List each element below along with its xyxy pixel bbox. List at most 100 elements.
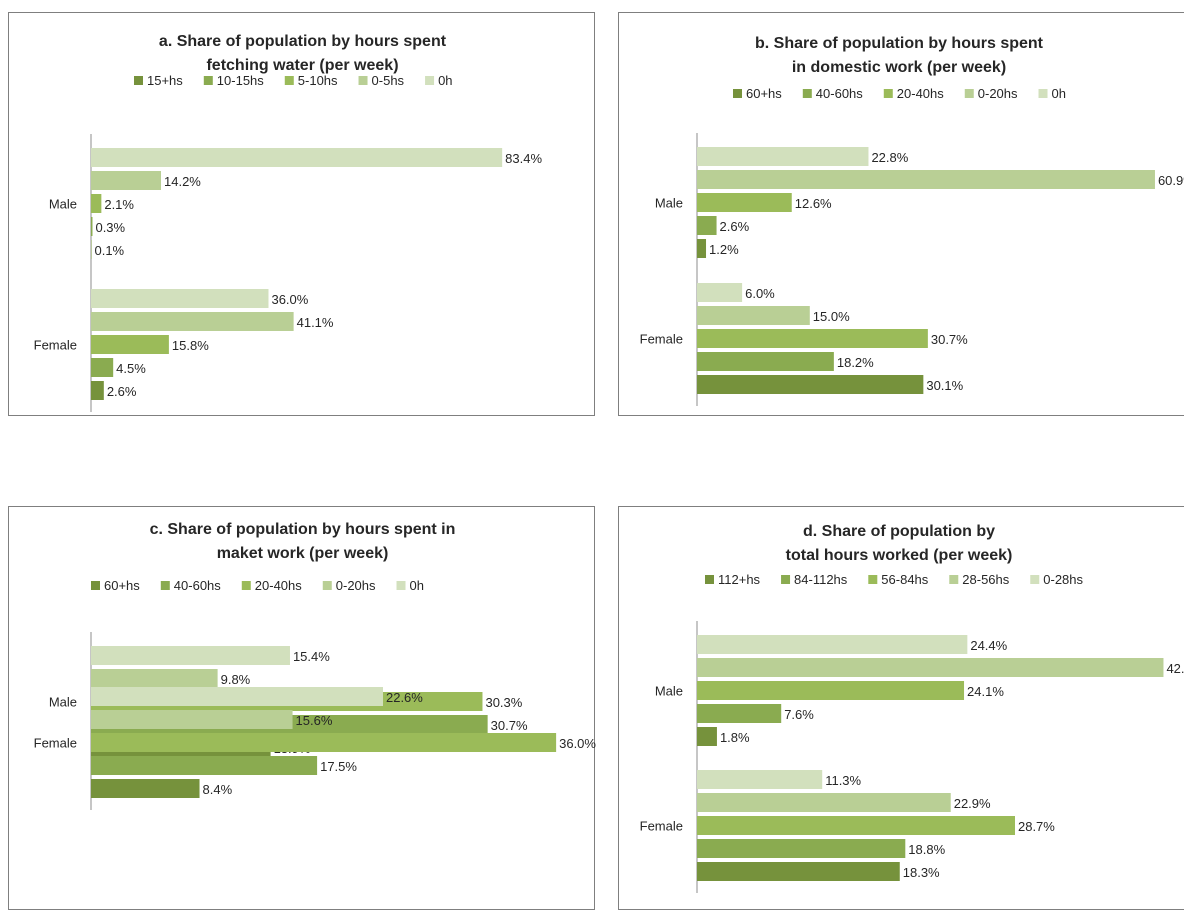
legend-entry-0h: 0h <box>1052 86 1066 101</box>
bar-male-40-60hs <box>697 216 717 235</box>
legend-entry-15+hs: 15+hs <box>147 73 183 88</box>
bar-female-40-60hs <box>91 756 317 775</box>
legend-entry-0-20hs: 0-20hs <box>336 578 376 593</box>
bar-female-0-20hs <box>697 306 810 325</box>
data-label-female-10-15hs: 4.5% <box>116 361 146 376</box>
data-label-male-0h: 83.4% <box>505 151 542 166</box>
legend-swatch-56-84hs <box>868 575 877 584</box>
bar-male-60+hs <box>697 239 706 258</box>
data-label-female-60+hs: 8.4% <box>203 782 233 797</box>
bar-female-112+hs <box>697 862 900 881</box>
bar-female-0h <box>91 289 268 308</box>
bar-male-20-40hs <box>697 193 792 212</box>
bar-female-60+hs <box>697 375 923 394</box>
data-label-male-5-10hs: 2.1% <box>104 197 134 212</box>
data-label-female-40-60hs: 18.2% <box>837 355 874 370</box>
bar-female-20-40hs <box>697 329 928 348</box>
data-label-female-20-40hs: 36.0% <box>559 736 596 751</box>
bar-male-0h <box>697 147 868 166</box>
legend-swatch-10-15hs <box>204 76 213 85</box>
chart-a: a. Share of population by hours spentfet… <box>9 13 596 417</box>
bar-male-112+hs <box>697 727 717 746</box>
category-label-male: Male <box>49 695 77 710</box>
bar-male-0-28hs <box>697 635 967 654</box>
legend-swatch-40-60hs <box>803 89 812 98</box>
chart-title-line-2: maket work (per week) <box>217 545 389 562</box>
bar-female-0h <box>697 283 742 302</box>
legend-entry-20-40hs: 20-40hs <box>255 578 302 593</box>
data-label-male-40-60hs: 2.6% <box>720 219 750 234</box>
legend-swatch-112+hs <box>705 575 714 584</box>
data-label-male-0-20hs: 9.8% <box>221 672 251 687</box>
legend-swatch-0-28hs <box>1030 575 1039 584</box>
category-label-female: Female <box>640 332 683 347</box>
legend-entry-20-40hs: 20-40hs <box>897 86 944 101</box>
chart-title-line-2: in domestic work (per week) <box>792 59 1006 76</box>
data-label-female-40-60hs: 17.5% <box>320 759 357 774</box>
bar-female-84-112hs <box>697 839 905 858</box>
legend-entry-40-60hs: 40-60hs <box>816 86 863 101</box>
bar-female-40-60hs <box>697 352 834 371</box>
data-label-female-5-10hs: 15.8% <box>172 338 209 353</box>
bar-male-0-20hs <box>697 170 1155 189</box>
bar-male-5-10hs <box>91 194 101 213</box>
legend-entry-28-56hs: 28-56hs <box>962 572 1009 587</box>
bar-female-0-20hs <box>91 710 293 729</box>
data-label-female-0h: 6.0% <box>745 286 775 301</box>
chart-title-line-1: a. Share of population by hours spent <box>159 33 447 50</box>
data-label-male-15+hs: 0.1% <box>94 243 124 258</box>
data-label-male-20-40hs: 30.3% <box>485 695 522 710</box>
legend-swatch-40-60hs <box>161 581 170 590</box>
data-label-male-0-5hs: 14.2% <box>164 174 201 189</box>
chart-title-line-1: b. Share of population by hours spent <box>755 35 1044 52</box>
data-label-female-112+hs: 18.3% <box>903 865 940 880</box>
bar-male-0-20hs <box>91 669 218 688</box>
legend-swatch-5-10hs <box>285 76 294 85</box>
legend-swatch-0h <box>1039 89 1048 98</box>
data-label-male-40-60hs: 30.7% <box>491 718 528 733</box>
bar-male-0h <box>91 646 290 665</box>
category-label-female: Female <box>34 338 77 353</box>
chart-b: b. Share of population by hours spent in … <box>619 13 1184 417</box>
legend-entry-5-10hs: 5-10hs <box>298 73 338 88</box>
bar-male-10-15hs <box>91 217 92 236</box>
bar-female-56-84hs <box>697 816 1015 835</box>
legend-swatch-28-56hs <box>949 575 958 584</box>
data-label-male-60+hs: 1.2% <box>709 242 739 257</box>
bar-male-56-84hs <box>697 681 964 700</box>
data-label-male-112+hs: 1.8% <box>720 730 750 745</box>
data-label-male-0h: 22.8% <box>871 150 908 165</box>
bar-female-5-10hs <box>91 335 169 354</box>
legend-entry-84-112hs: 84-112hs <box>794 572 848 587</box>
category-label-male: Male <box>655 684 683 699</box>
legend-swatch-60+hs <box>91 581 100 590</box>
data-label-male-0-20hs: 60.9% <box>1158 173 1184 188</box>
legend-entry-0-5hs: 0-5hs <box>372 73 405 88</box>
category-label-male: Male <box>655 196 683 211</box>
data-label-female-28-56hs: 22.9% <box>954 796 991 811</box>
chart-panel-c: c. Share of population by hours spent in… <box>8 506 595 910</box>
bar-female-28-56hs <box>697 793 951 812</box>
data-label-male-84-112hs: 7.6% <box>784 707 814 722</box>
data-label-female-84-112hs: 18.8% <box>908 842 945 857</box>
bar-male-28-56hs <box>697 658 1163 677</box>
bar-female-10-15hs <box>91 358 113 377</box>
legend-entry-40-60hs: 40-60hs <box>174 578 221 593</box>
bar-female-15+hs <box>91 381 104 400</box>
bar-female-0-5hs <box>91 312 294 331</box>
bar-female-60+hs <box>91 779 200 798</box>
bar-female-0h <box>91 687 383 706</box>
legend-swatch-60+hs <box>733 89 742 98</box>
data-label-female-0h: 22.6% <box>386 690 423 705</box>
bar-female-20-40hs <box>91 733 556 752</box>
data-label-male-0-28hs: 24.4% <box>970 638 1007 653</box>
data-label-male-28-56hs: 42.1% <box>1166 661 1184 676</box>
data-label-male-0h: 15.4% <box>293 649 330 664</box>
category-label-female: Female <box>34 736 77 751</box>
data-label-female-15+hs: 2.6% <box>107 384 137 399</box>
chart-title-line-1: d. Share of population by <box>803 523 995 540</box>
data-label-female-0-20hs: 15.0% <box>813 309 850 324</box>
legend-swatch-0-20hs <box>323 581 332 590</box>
legend-swatch-84-112hs <box>781 575 790 584</box>
